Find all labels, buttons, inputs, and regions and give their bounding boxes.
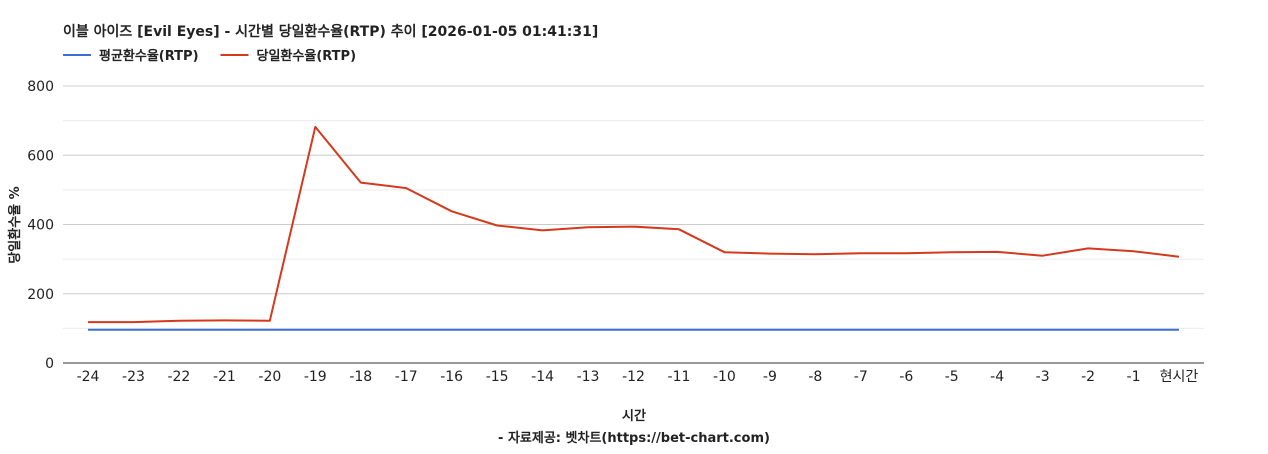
y-tick-label: 600 <box>27 148 54 164</box>
source-credit: - 자료제공: 벳차트(https://bet-chart.com) <box>498 430 770 446</box>
x-tick-label: -6 <box>899 369 913 385</box>
y-tick-label: 400 <box>27 218 54 234</box>
x-tick-label: -1 <box>1127 369 1141 385</box>
x-tick-label: -20 <box>258 369 281 385</box>
x-axis-label: 시간 <box>622 408 646 424</box>
x-tick-label: -10 <box>713 369 736 385</box>
x-tick-label: -3 <box>1036 369 1050 385</box>
legend-label: 평균환수율(RTP) <box>99 48 199 64</box>
x-tick-label: -23 <box>122 369 145 385</box>
x-tick-label: 현시간 <box>1160 369 1199 385</box>
x-tick-label: -24 <box>77 369 100 385</box>
series-lines <box>88 125 1180 331</box>
x-tick-label: -21 <box>213 369 236 385</box>
x-tick-label: -13 <box>577 369 600 385</box>
x-tick-label: -14 <box>531 369 554 385</box>
x-tick-label: -19 <box>304 369 327 385</box>
x-tick-label: -17 <box>395 369 418 385</box>
x-tick-label: -8 <box>808 369 822 385</box>
y-axis-ticks: 0 200 400 600 800 <box>27 79 54 372</box>
y-tick-label: 800 <box>27 79 54 95</box>
legend: 평균환수율(RTP) 당일환수율(RTP) <box>63 48 356 64</box>
x-tick-label: -7 <box>854 369 868 385</box>
x-tick-label: -4 <box>990 369 1004 385</box>
gridlines <box>63 85 1204 364</box>
x-tick-label: -12 <box>622 369 645 385</box>
x-tick-label: -5 <box>945 369 959 385</box>
x-tick-label: -15 <box>486 369 509 385</box>
y-axis-label: 당일환수율 % <box>7 186 23 263</box>
x-tick-label: -22 <box>167 369 190 385</box>
series-line-daily-rtp <box>88 125 1180 324</box>
legend-label: 당일환수율(RTP) <box>257 48 357 64</box>
y-tick-label: 200 <box>27 287 54 303</box>
x-tick-label: -11 <box>668 369 691 385</box>
y-tick-label: 0 <box>45 356 54 372</box>
x-tick-label: -9 <box>763 369 777 385</box>
x-axis-ticks: -24 -23 -22 -21 -20 -19 -18 -17 -16 -15 -14 -13 -12 -… <box>77 369 1199 385</box>
x-tick-label: -16 <box>440 369 463 385</box>
chart-title: 이블 아이즈 [Evil Eyes] - 시간별 당일환수율(RTP) 추이 [… <box>63 23 598 40</box>
x-tick-label: -18 <box>349 369 372 385</box>
x-tick-label: -2 <box>1081 369 1095 385</box>
